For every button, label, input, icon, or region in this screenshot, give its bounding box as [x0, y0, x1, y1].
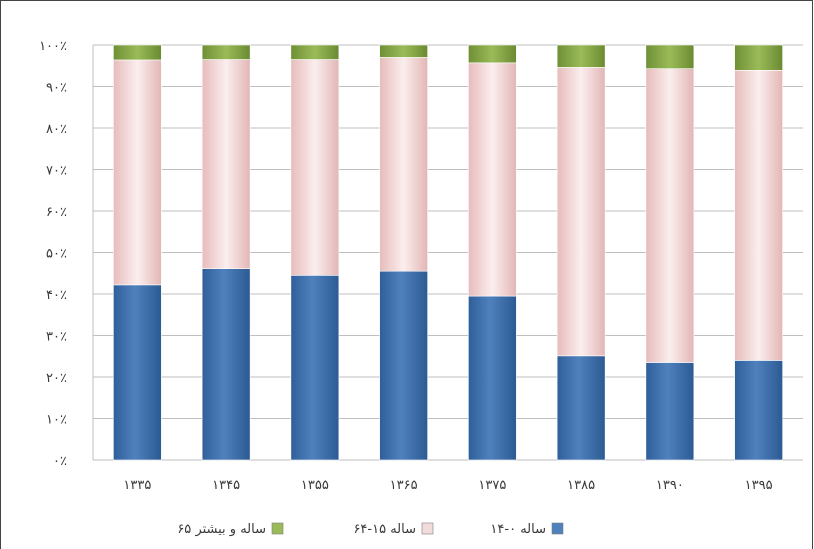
x-tick-label: ۱۳۴۵ [212, 478, 240, 493]
y-tick-label: ۱۰٪ [46, 413, 67, 428]
bar-segment-1 [113, 284, 162, 461]
y-tick-label: ۱۰۰٪ [39, 39, 67, 54]
bar-segment-3 [734, 44, 783, 71]
y-tick-label: ۲۰٪ [46, 371, 67, 386]
y-tick-label: ۹۰٪ [46, 81, 67, 96]
legend: ۱۴-۰ ساله ۶۴-۱۵ ساله ۶۵ ساله و بیشتر [177, 522, 564, 537]
x-tick-label: ۱۳۸۵ [567, 478, 595, 493]
legend-label: ۱۴-۰ ساله [490, 522, 546, 537]
axes: ۰٪ ۱۰٪ ۲۰٪ ۳۰٪ ۴۰٪ ۵۰٪ ۶۰٪ ۷۰٪ ۸۰٪ ۹۰٪ ۱۰۰٪ ۱۳۳۵ ۱۳۴… [39, 39, 773, 493]
y-tick-label: ۴۰٪ [46, 288, 67, 303]
legend-swatch [271, 522, 284, 535]
legend-item: ۱۴-۰ ساله [490, 522, 564, 537]
y-tick-label: ۸۰٪ [46, 122, 67, 137]
bar-segment-2 [113, 59, 162, 286]
y-tick-label: ۳۰٪ [46, 330, 67, 345]
bar-segment-2 [556, 67, 606, 357]
x-tick-label: ۱۳۵۵ [301, 478, 329, 493]
bar-segment-2 [379, 57, 428, 272]
bar-segment-3 [113, 44, 162, 61]
x-tick-label: ۱۳۳۵ [123, 478, 151, 493]
bar-segment-1 [201, 268, 251, 461]
bar-segment-1 [734, 360, 783, 461]
y-tick-label: ۰٪ [53, 454, 67, 469]
x-tick-label: ۱۳۹۵ [745, 478, 773, 493]
bar-segment-3 [379, 44, 428, 58]
bar-segment-1 [556, 355, 606, 461]
bar-segment-2 [645, 68, 695, 363]
bars [113, 44, 783, 461]
x-tick-label: ۱۳۹۰ [656, 478, 684, 493]
legend-swatch [551, 522, 564, 535]
bar-segment-2 [734, 70, 783, 361]
legend-label: ۶۴-۱۵ ساله [353, 522, 416, 537]
bar-segment-3 [645, 44, 695, 69]
bar-segment-1 [290, 275, 340, 461]
legend-item: ۶۴-۱۵ ساله [353, 522, 434, 537]
bar-segment-1 [645, 362, 695, 461]
y-tick-label: ۵۰٪ [46, 247, 67, 262]
bar-segment-2 [290, 59, 340, 276]
gridlines [93, 44, 803, 461]
bar-segment-1 [379, 270, 428, 461]
legend-swatch [421, 522, 434, 535]
y-tick-label: ۷۰٪ [46, 164, 67, 179]
legend-label: ۶۵ ساله و بیشتر [177, 522, 266, 537]
bar-segment-2 [468, 62, 517, 297]
bar-segment-3 [556, 44, 606, 68]
bar-segment-3 [290, 44, 340, 60]
x-tick-label: ۱۳۷۵ [478, 478, 506, 493]
y-tick-label: ۶۰٪ [46, 205, 67, 220]
legend-item: ۶۵ ساله و بیشتر [177, 522, 284, 537]
bar-segment-3 [201, 44, 251, 60]
bar-segment-2 [201, 59, 251, 269]
bar-segment-3 [468, 44, 517, 64]
x-tick-label: ۱۳۶۵ [390, 478, 418, 493]
bar-segment-1 [468, 295, 517, 461]
